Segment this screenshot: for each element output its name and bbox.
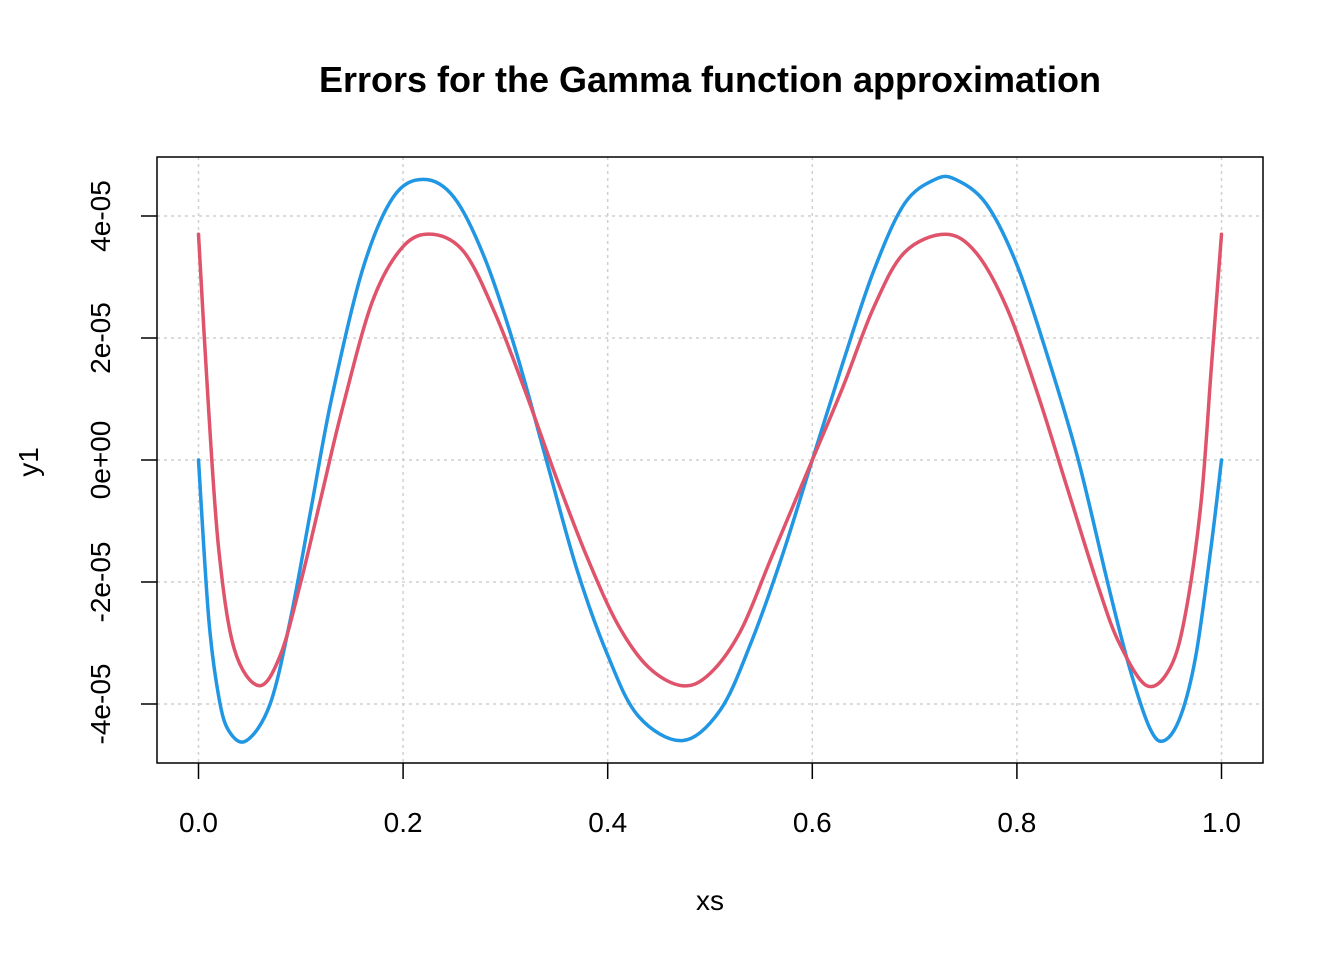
x-tick-label: 0.8 — [997, 807, 1036, 838]
y-axis: -4e-05 -2e-05 0e+00 2e-05 4e-05 — [85, 180, 157, 744]
y-tick-label: -2e-05 — [85, 542, 116, 623]
x-axis-label: xs — [696, 885, 724, 916]
x-tick-label: 0.4 — [588, 807, 627, 838]
y-tick-label: -4e-05 — [85, 664, 116, 745]
chart-title: Errors for the Gamma function approximat… — [319, 59, 1101, 100]
x-tick-label: 0.6 — [793, 807, 832, 838]
y-tick-label: 0e+00 — [85, 421, 116, 500]
x-axis: 0.0 0.2 0.4 0.6 0.8 1.0 — [179, 763, 1241, 838]
x-tick-label: 0.0 — [179, 807, 218, 838]
series-line-2 — [196, 232, 1224, 689]
y-tick-label: 4e-05 — [85, 180, 116, 252]
y-tick-label: 2e-05 — [85, 302, 116, 374]
series-layer — [196, 174, 1224, 744]
y-axis-label: y1 — [13, 447, 44, 477]
x-tick-label: 1.0 — [1202, 807, 1241, 838]
x-tick-label: 0.2 — [384, 807, 423, 838]
series-line-1 — [196, 174, 1224, 744]
